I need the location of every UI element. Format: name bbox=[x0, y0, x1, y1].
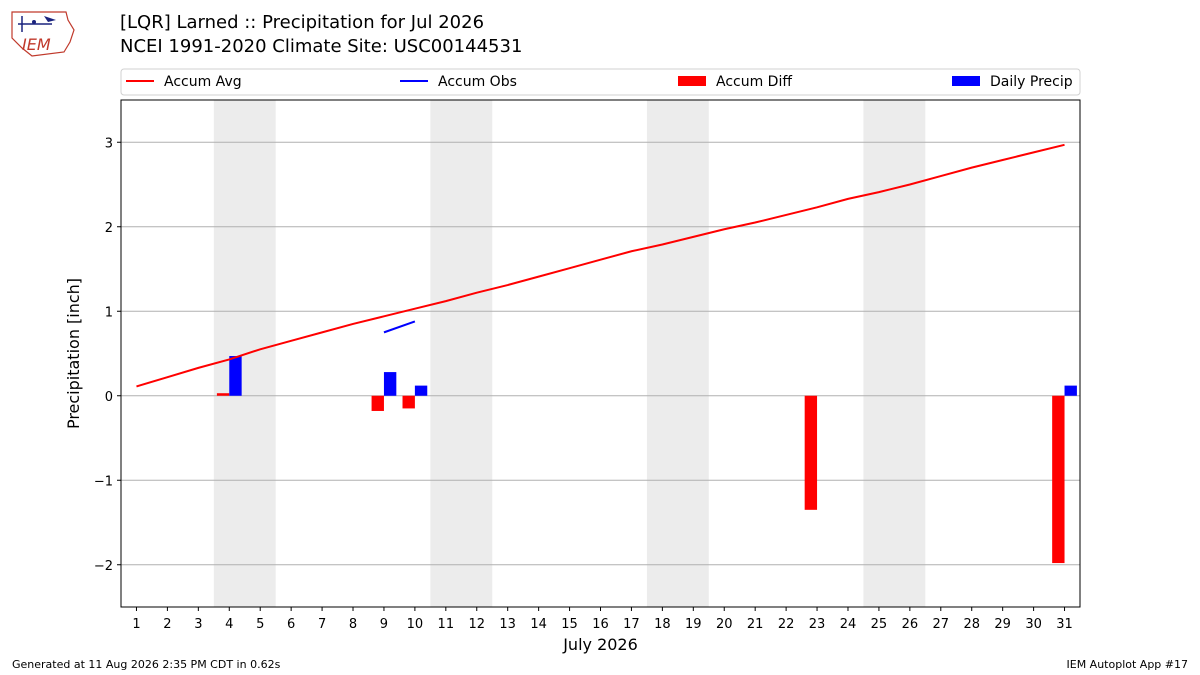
x-tick-label: 2 bbox=[163, 617, 171, 632]
x-tick-label: 9 bbox=[380, 617, 388, 632]
daily-precip-bar bbox=[229, 356, 242, 396]
accum-avg-line bbox=[136, 143, 1065, 388]
y-tick-label: −2 bbox=[94, 559, 113, 574]
x-tick-label: 22 bbox=[778, 617, 795, 632]
weekend-band bbox=[430, 100, 493, 607]
y-axis-label: Precipitation [inch] bbox=[64, 278, 83, 429]
x-tick-label: 20 bbox=[716, 617, 733, 632]
legend: Accum Avg Accum Obs Accum Diff Daily Precip bbox=[120, 68, 1081, 96]
x-tick-label: 28 bbox=[963, 617, 980, 632]
x-tick-label: 23 bbox=[809, 617, 826, 632]
daily-precip-bar bbox=[383, 372, 397, 396]
x-tick-label: 21 bbox=[747, 617, 764, 632]
y-tick-label: 1 bbox=[105, 305, 113, 320]
legend-swatch bbox=[952, 76, 980, 86]
accum-diff-bar bbox=[371, 395, 384, 411]
x-tick-label: 24 bbox=[840, 617, 857, 632]
accum-obs-line bbox=[383, 320, 416, 334]
accum-diff-bar bbox=[402, 395, 415, 409]
x-tick-label: 17 bbox=[623, 617, 640, 632]
x-tick-label: 13 bbox=[499, 617, 516, 632]
x-tick-label: 14 bbox=[530, 617, 547, 632]
legend-label: Daily Precip bbox=[990, 74, 1073, 90]
iem-logo: IEM bbox=[8, 8, 78, 58]
x-tick-label: 4 bbox=[225, 617, 233, 632]
chart-title: [LQR] Larned :: Precipitation for Jul 20… bbox=[120, 12, 485, 33]
accum-diff-bar bbox=[216, 393, 230, 396]
legend-frame bbox=[120, 68, 1081, 96]
x-tick-label: 10 bbox=[407, 617, 424, 632]
y-tick-label: −1 bbox=[94, 474, 113, 489]
x-tick-label: 1 bbox=[132, 617, 140, 632]
chart-subtitle: NCEI 1991-2020 Climate Site: USC00144531 bbox=[120, 36, 523, 57]
x-tick-label: 26 bbox=[902, 617, 919, 632]
x-tick-label: 25 bbox=[871, 617, 888, 632]
x-tick-label: 18 bbox=[654, 617, 671, 632]
x-axis-label: July 2026 bbox=[562, 635, 638, 654]
x-tick-label: 19 bbox=[685, 617, 702, 632]
footer-app: IEM Autoplot App #17 bbox=[1066, 658, 1189, 671]
weekend-band bbox=[863, 100, 926, 607]
x-tick-label: 31 bbox=[1056, 617, 1073, 632]
accum-diff-bar bbox=[1052, 395, 1065, 564]
legend-label: Accum Obs bbox=[438, 74, 517, 90]
y-tick-label: 3 bbox=[105, 136, 113, 151]
x-tick-label: 30 bbox=[1025, 617, 1042, 632]
y-tick-label: 0 bbox=[105, 390, 113, 405]
x-tick-label: 7 bbox=[318, 617, 326, 632]
x-tick-label: 27 bbox=[933, 617, 950, 632]
x-tick-label: 8 bbox=[349, 617, 357, 632]
legend-label: Accum Avg bbox=[164, 74, 242, 90]
footer-generated: Generated at 11 Aug 2026 2:35 PM CDT in … bbox=[12, 658, 281, 671]
x-tick-label: 15 bbox=[561, 617, 578, 632]
x-tick-label: 6 bbox=[287, 617, 295, 632]
iem-logo-icon: IEM bbox=[11, 11, 75, 57]
x-tick-label: 5 bbox=[256, 617, 264, 632]
daily-precip-bar bbox=[414, 385, 428, 396]
x-tick-label: 12 bbox=[468, 617, 485, 632]
x-tick-label: 3 bbox=[194, 617, 202, 632]
weekend-band bbox=[646, 100, 709, 607]
x-tick-label: 16 bbox=[592, 617, 609, 632]
x-tick-label: 29 bbox=[994, 617, 1011, 632]
legend-label: Accum Diff bbox=[716, 74, 792, 90]
accum-diff-bar bbox=[804, 395, 818, 510]
legend-swatch bbox=[678, 76, 706, 86]
x-tick-label: 11 bbox=[438, 617, 455, 632]
logo-text: IEM bbox=[22, 35, 51, 54]
daily-precip-bar bbox=[1064, 385, 1077, 396]
y-tick-label: 2 bbox=[105, 221, 113, 236]
